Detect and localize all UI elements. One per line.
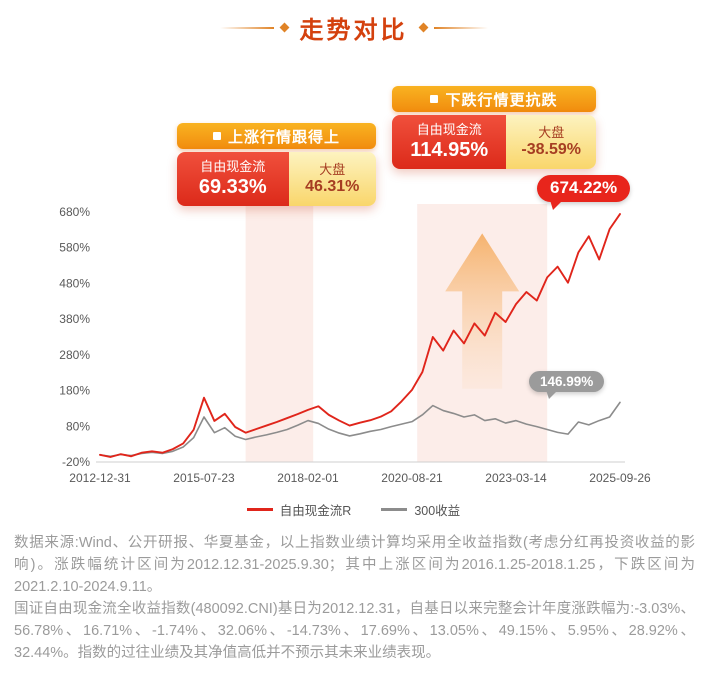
disclaimer: 数据来源:Wind、公开研报、华夏基金，以上指数业绩计算均采用全收益指数(考虑分… xyxy=(14,532,695,664)
market-value: -38.59% xyxy=(521,140,581,158)
x-tick-label: 2020-08-21 xyxy=(381,471,443,485)
page-header: 走势对比 xyxy=(0,10,707,45)
market-label: 大盘 xyxy=(538,124,565,140)
legend-label-index: 300收益 xyxy=(414,504,461,518)
y-tick-label: 80% xyxy=(66,419,90,433)
y-tick-label: 680% xyxy=(59,205,90,219)
bubble-tail-icon xyxy=(546,390,558,399)
callout-uptrend: 上涨行情跟得上 自由现金流 69.33% 大盘 46.31% xyxy=(177,123,376,206)
y-tick-label: -20% xyxy=(62,455,90,469)
chart-legend: 自由现金流R 300收益 xyxy=(0,500,707,519)
fcf-endpoint-bubble: 674.22% xyxy=(537,175,631,210)
y-tick-label: 380% xyxy=(59,312,90,326)
callout-downtrend-body: 自由现金流 114.95% 大盘 -38.59% xyxy=(392,115,596,169)
title-decor-right xyxy=(418,22,488,33)
bubble-tail-icon xyxy=(550,200,563,210)
disclaimer-line-1: 数据来源:Wind、公开研报、华夏基金，以上指数业绩计算均采用全收益指数(考虑分… xyxy=(14,535,695,595)
uptrend-market-cell: 大盘 46.31% xyxy=(288,152,376,206)
square-bullet-icon xyxy=(212,132,221,140)
square-bullet-icon xyxy=(430,95,439,103)
market-value: 46.31% xyxy=(305,177,360,195)
index-line-swatch xyxy=(381,508,408,511)
callout-downtrend-header: 下跌行情更抗跌 xyxy=(392,86,596,112)
disclaimer-line-2: 国证自由现金流全收益指数(480092.CNI)基日为2012.12.31，自基… xyxy=(14,601,695,661)
x-tick-label: 2015-07-23 xyxy=(173,471,235,485)
fcf-value: 114.95% xyxy=(410,138,489,161)
market-label: 大盘 xyxy=(319,161,346,177)
callout-uptrend-header: 上涨行情跟得上 xyxy=(177,123,376,149)
decor-line-icon xyxy=(219,26,274,29)
series-line-300收益 xyxy=(99,401,621,458)
y-tick-label: 180% xyxy=(59,384,90,398)
fcf-value: 69.33% xyxy=(198,175,267,198)
legend-item-fcf: 自由现金流R xyxy=(246,500,352,519)
title-decor-left xyxy=(219,22,289,33)
downtrend-fcf-cell: 自由现金流 114.95% xyxy=(392,115,507,169)
page-title: 走势对比 xyxy=(299,17,408,44)
legend-item-index: 300收益 xyxy=(381,500,460,519)
x-tick-label: 2018-02-01 xyxy=(277,471,339,485)
legend-label-fcf: 自由现金流R xyxy=(279,504,352,518)
up-arrow-icon xyxy=(445,233,520,389)
callout-downtrend-title: 下跌行情更抗跌 xyxy=(445,91,558,109)
fcf-label: 自由现金流 xyxy=(200,159,266,175)
x-tick-label: 2025-09-26 xyxy=(589,471,651,485)
downtrend-market-cell: 大盘 -38.59% xyxy=(506,115,596,169)
index-endpoint-bubble: 146.99% xyxy=(529,371,605,399)
diamond-icon xyxy=(279,22,289,33)
callout-downtrend: 下跌行情更抗跌 自由现金流 114.95% 大盘 -38.59% xyxy=(392,86,596,169)
fcf-endpoint-value: 674.22% xyxy=(550,178,618,197)
x-tick-label: 2012-12-31 xyxy=(69,471,131,485)
index-endpoint-value: 146.99% xyxy=(540,374,594,389)
x-tick-label: 2023-03-14 xyxy=(485,471,547,485)
y-tick-label: 480% xyxy=(59,276,90,290)
callout-uptrend-body: 自由现金流 69.33% 大盘 46.31% xyxy=(177,152,376,206)
trend-chart: 680% 580% 480% 380% 280% 180% 80% -20% 2012-12-3… xyxy=(59,204,651,485)
y-tick-label: 280% xyxy=(59,348,90,362)
series-line-自由现金流R xyxy=(99,213,621,458)
highlight-band xyxy=(245,204,314,462)
callout-uptrend-title: 上涨行情跟得上 xyxy=(227,128,340,146)
fcf-line-swatch xyxy=(246,508,273,511)
fcf-label: 自由现金流 xyxy=(416,122,482,138)
y-tick-label: 580% xyxy=(59,241,90,255)
decor-line-icon xyxy=(433,26,488,29)
diamond-icon xyxy=(418,22,428,33)
uptrend-fcf-cell: 自由现金流 69.33% xyxy=(177,152,289,206)
